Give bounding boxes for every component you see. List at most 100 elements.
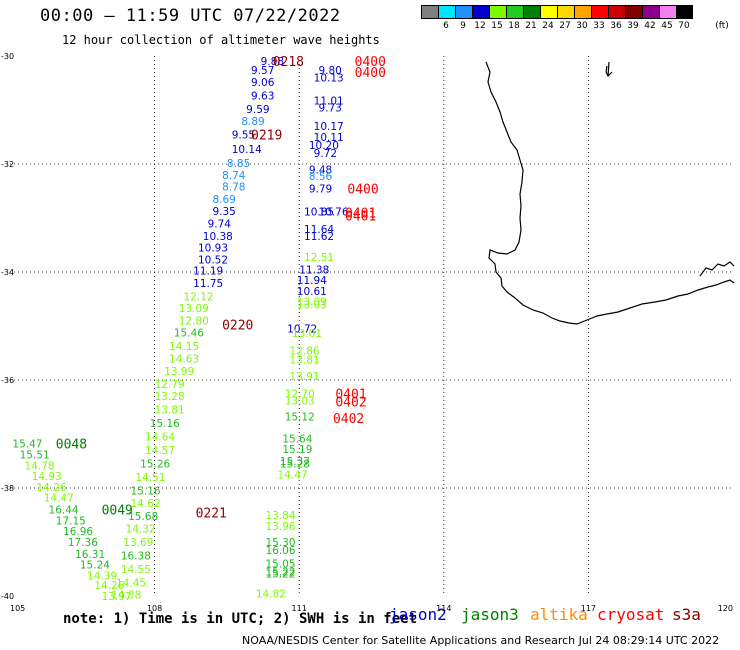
legend-unit: (ft): [715, 21, 729, 31]
wave-height-reading: 9.80: [318, 65, 341, 77]
wave-height-reading: 11.75: [193, 278, 223, 290]
wave-height-reading: 8.85: [227, 158, 250, 170]
wave-height-reading: 14.57: [145, 445, 175, 457]
wave-height-reading: 8.78: [222, 182, 245, 194]
wave-height-reading: 14.45: [116, 578, 146, 590]
wave-height-reading: 14.55: [121, 564, 151, 576]
wave-height-reading: 14.64: [145, 432, 175, 444]
wave-height-reading: 15.19: [282, 444, 312, 456]
wave-height-reading: 14.32: [126, 524, 156, 536]
pass-time-label: 0401: [345, 207, 376, 222]
wave-height-reading: 11.94: [297, 275, 327, 287]
pass-time-label: 0048: [56, 438, 87, 453]
wave-height-reading: 10.17: [314, 121, 344, 133]
wave-height-reading: 13.28: [155, 391, 185, 403]
wave-height-reading: 13.99: [164, 366, 194, 378]
wave-height-reading: 9.48: [309, 164, 332, 176]
coastline-inlet: [605, 61, 613, 78]
legend-swatch: [421, 5, 438, 19]
legend-label: 6: [443, 21, 449, 31]
wave-height-reading: 10.52: [198, 255, 228, 267]
legend-label: 18: [508, 21, 520, 31]
wave-height-reading: 11.62: [304, 231, 334, 243]
wave-height-reading: 10.20: [309, 140, 339, 152]
wave-readings: 9.889.579.069.639.598.899.5510.148.858.7…: [12, 56, 348, 603]
wave-height-reading: 13.96: [265, 521, 295, 533]
lon-tick-label: 114: [436, 604, 451, 613]
coastline: [485, 61, 735, 325]
wave-height-reading: 13.91: [290, 371, 320, 383]
satellite-label: jason2: [389, 605, 447, 624]
map-title: 00:00 – 11:59 UTC 07/22/2022: [40, 6, 341, 26]
map-subtitle: 12 hour collection of altimeter wave hei…: [62, 33, 380, 47]
wave-height-reading: 11.64: [304, 224, 334, 236]
wave-height-reading: 10.76: [318, 207, 348, 219]
legend-label: 39: [627, 21, 639, 31]
wave-height-reading: 16.38: [121, 551, 151, 563]
legend-swatch: [574, 5, 591, 19]
wave-height-reading: 13.69: [123, 537, 153, 549]
map-grid: [10, 56, 733, 596]
satellite-label: altika: [530, 605, 588, 624]
legend-label: 27: [559, 21, 571, 31]
wave-height-reading: 9.79: [309, 183, 332, 195]
legend-label: 21: [525, 21, 537, 31]
legend-swatch: [642, 5, 659, 19]
legend-swatch: [608, 5, 625, 19]
wave-height-reading: 15.12: [285, 412, 315, 424]
lon-tick-label: 120: [718, 604, 733, 613]
wave-height-reading: 13.97: [102, 591, 132, 603]
wave-height-reading: 14.78: [24, 460, 54, 472]
wave-height-reading: 9.59: [246, 104, 269, 116]
lon-tick-label: 117: [581, 604, 596, 613]
lon-tick-label: 108: [147, 604, 162, 613]
wave-height-reading: 9.74: [208, 218, 232, 230]
legend-label: 33: [593, 21, 605, 31]
wave-height-reading: 15.51: [20, 450, 50, 462]
wave-height-reading: 10.72: [287, 324, 317, 336]
note-text: note: 1) Time is in UTC; 2) SWH is in fe…: [63, 611, 418, 627]
satellite-label: s3a: [672, 605, 701, 624]
lat-tick-label: -34: [1, 268, 14, 277]
wave-height-reading: 17.36: [68, 537, 98, 549]
wave-height-reading: 13.09: [179, 303, 209, 315]
wave-height-reading: 15.64: [282, 433, 312, 445]
wave-height-reading: 15.05: [265, 559, 295, 571]
legend-label: 36: [610, 21, 622, 31]
lat-tick-label: -40: [1, 592, 14, 601]
wave-height-reading: 9.63: [251, 90, 274, 102]
wave-height-reading: 16.96: [63, 526, 93, 538]
wave-height-reading: 10.93: [198, 243, 228, 255]
wave-height-reading: 9.57: [251, 65, 274, 77]
wave-height-reading: 10.61: [297, 286, 327, 298]
wave-height-legend: [421, 5, 693, 19]
wave-height-reading: 10.14: [232, 144, 262, 156]
wave-height-reading: 14.15: [169, 341, 199, 353]
lat-tick-label: -30: [1, 52, 14, 61]
wave-height-reading: 17.15: [56, 515, 86, 527]
wave-height-reading: 16.44: [49, 505, 79, 517]
wave-height-reading: 14.47: [44, 493, 74, 505]
lon-tick-label: 105: [10, 604, 25, 613]
wave-height-reading: 14.62: [131, 498, 161, 510]
wave-height-reading: 15.22: [265, 568, 295, 580]
legend-swatch: [506, 5, 523, 19]
credit-line: NOAA/NESDIS Center for Satellite Applica…: [242, 634, 720, 647]
lon-tick-label: 111: [292, 604, 307, 613]
wave-height-reading: 15.47: [12, 439, 42, 451]
legend-swatch: [455, 5, 472, 19]
legend-swatch: [557, 5, 574, 19]
legend-label: 12: [474, 21, 486, 31]
wave-height-reading: 15.16: [131, 486, 161, 498]
legend-label: 30: [576, 21, 588, 31]
wave-height-reading: 13.81: [155, 405, 185, 417]
wave-height-reading: 15.26: [140, 459, 170, 471]
coastline-bay: [699, 261, 735, 277]
wave-height-reading: 9.06: [251, 77, 275, 89]
pass-time-label: 0219: [251, 128, 282, 143]
wave-height-reading: 14.39: [87, 570, 117, 582]
pass-time-label: 0402: [333, 412, 364, 427]
wave-height-reading: 15.24: [80, 560, 110, 572]
wave-height-reading: 14.26: [37, 482, 67, 494]
wave-height-reading: 15.37: [280, 456, 310, 468]
